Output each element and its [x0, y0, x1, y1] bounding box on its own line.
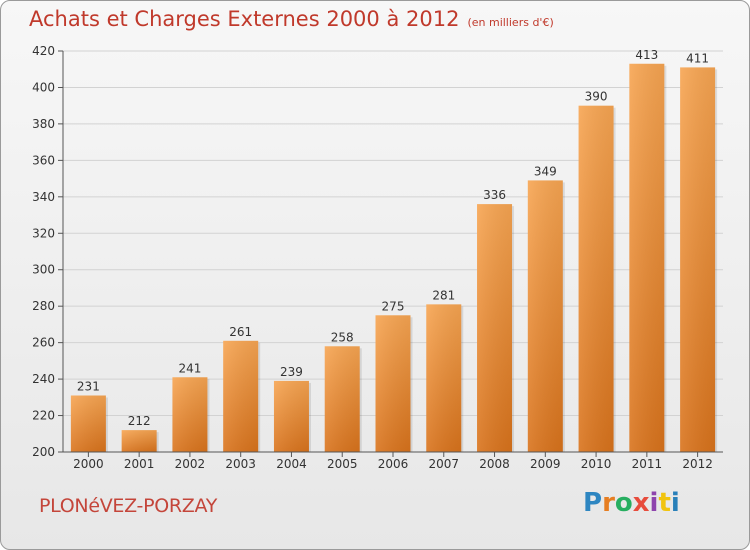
y-tick-label: 340 [32, 190, 55, 204]
data-label-2007: 281 [432, 288, 455, 302]
bar-highlight [172, 377, 208, 452]
commune-name: PLONéVEZ-PORZAY [39, 495, 218, 517]
data-label-2006: 275 [382, 299, 405, 313]
y-tick-label: 420 [32, 44, 55, 58]
x-tick-label-2002: 2002 [175, 457, 206, 471]
x-tick-label-2005: 2005 [327, 457, 358, 471]
data-label-2000: 231 [77, 379, 100, 393]
data-label-2004: 239 [280, 365, 303, 379]
y-tick-label: 240 [32, 372, 55, 386]
bar-highlight [273, 380, 309, 452]
x-tick-label-2006: 2006 [378, 457, 409, 471]
x-tick-label-2008: 2008 [479, 457, 510, 471]
title-text: Achats et Charges Externes 2000 à 2012 [29, 7, 460, 31]
bar-highlight [426, 304, 462, 452]
data-label-2005: 258 [331, 330, 354, 344]
data-label-2001: 212 [128, 414, 151, 428]
bar-highlight [375, 315, 411, 452]
bar-layer: 231 212 241 261 239 258 275 281 336 349 390 413 411 [70, 48, 718, 453]
data-label-2008: 336 [483, 188, 506, 202]
y-tick-label: 300 [32, 263, 55, 277]
x-tick-label-2009: 2009 [530, 457, 561, 471]
y-tick-label: 380 [32, 117, 55, 131]
data-label-2002: 241 [178, 361, 201, 375]
x-tick-label-2011: 2011 [632, 457, 663, 471]
y-tick-label: 320 [32, 226, 55, 240]
bar-highlight [629, 63, 665, 452]
axis-layer: 200 220 240 260 280 300 320 340 360 380 400 420 2000… [32, 44, 723, 471]
y-tick-label: 280 [32, 299, 55, 313]
chart-title: Achats et Charges Externes 2000 à 2012 (e… [29, 7, 554, 31]
bar-highlight [680, 67, 716, 453]
bar-highlight [223, 340, 259, 452]
bar-highlight [324, 346, 360, 452]
proxiti-logo: Proxiti [583, 488, 680, 518]
bar-highlight [527, 180, 563, 452]
x-tick-label-2012: 2012 [682, 457, 713, 471]
x-tick-label-2003: 2003 [225, 457, 256, 471]
bar-highlight [121, 430, 157, 452]
data-label-2010: 390 [585, 90, 608, 104]
bar-highlight [477, 204, 513, 452]
data-label-2012: 411 [686, 51, 709, 65]
x-tick-label-2004: 2004 [276, 457, 307, 471]
title-unit: (en milliers d'€) [467, 16, 554, 29]
y-tick-label: 200 [32, 445, 55, 459]
x-tick-label-2010: 2010 [581, 457, 612, 471]
data-label-2003: 261 [229, 325, 252, 339]
x-tick-label-2000: 2000 [73, 457, 104, 471]
y-tick-label: 260 [32, 336, 55, 350]
y-tick-label: 400 [32, 80, 55, 94]
data-label-2009: 349 [534, 164, 557, 178]
x-tick-label-2001: 2001 [124, 457, 155, 471]
y-tick-label: 360 [32, 153, 55, 167]
bar-highlight [70, 395, 106, 452]
data-label-2011: 413 [635, 48, 658, 62]
x-tick-label-2007: 2007 [428, 457, 459, 471]
y-tick-label: 220 [32, 409, 55, 423]
bar-highlight [578, 105, 614, 452]
